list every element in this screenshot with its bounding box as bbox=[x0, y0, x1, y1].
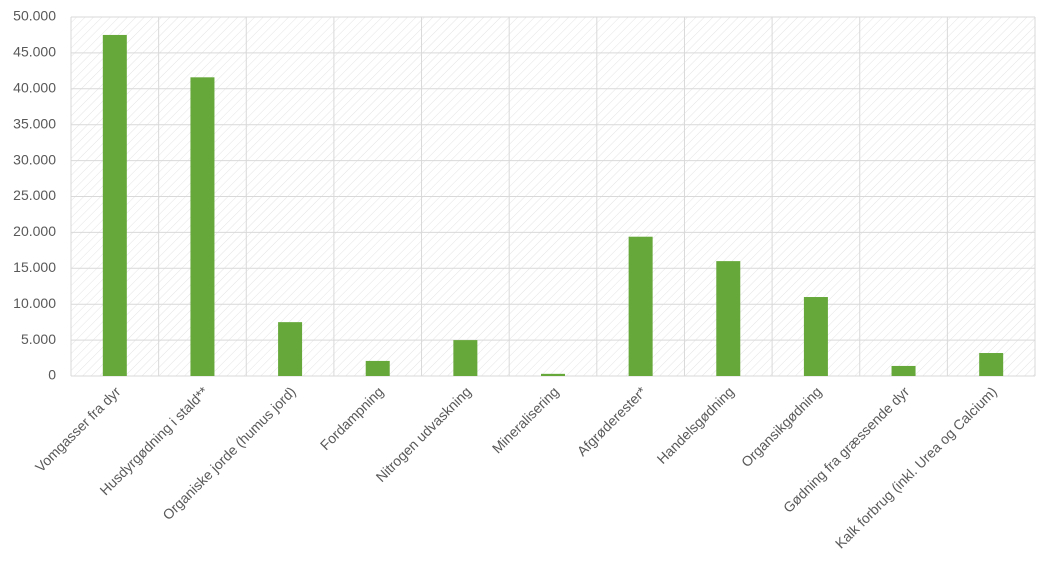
bar bbox=[979, 353, 1004, 376]
x-tick-label: Fordampning bbox=[317, 383, 387, 453]
x-tick-label: Afgrøderester* bbox=[574, 383, 650, 459]
x-tick-label: Mineralisering bbox=[489, 383, 562, 456]
y-tick-label: 35.000 bbox=[13, 115, 56, 131]
y-tick-label: 15.000 bbox=[13, 259, 56, 275]
bar bbox=[102, 34, 127, 376]
y-tick-label: 50.000 bbox=[13, 8, 56, 24]
bar bbox=[190, 77, 215, 376]
y-tick-label: 30.000 bbox=[13, 151, 56, 167]
x-tick-label: Kalk forbrug (inkl. Urea og Calcium) bbox=[832, 383, 1000, 551]
y-tick-label: 40.000 bbox=[13, 80, 56, 96]
x-tick-label: Nitrogen udvaskning bbox=[373, 383, 475, 485]
bar bbox=[453, 340, 478, 376]
bar bbox=[716, 261, 741, 376]
x-tick-label: Handelsgødning bbox=[654, 383, 737, 466]
bar bbox=[891, 365, 916, 376]
y-tick-label: 25.000 bbox=[13, 187, 56, 203]
y-tick-label: 45.000 bbox=[13, 44, 56, 60]
bar bbox=[541, 373, 565, 376]
y-tick-label: 0 bbox=[48, 367, 56, 383]
bar bbox=[628, 236, 653, 376]
y-tick-label: 10.000 bbox=[13, 295, 56, 311]
bar bbox=[278, 322, 303, 376]
y-tick-label: 5.000 bbox=[21, 331, 56, 347]
x-tick-label: Organsikgødning bbox=[738, 383, 825, 470]
y-tick-label: 20.000 bbox=[13, 223, 56, 239]
bar bbox=[803, 297, 828, 376]
x-tick-label: Vomgasser fra dyr bbox=[32, 383, 124, 475]
bar bbox=[365, 360, 390, 376]
